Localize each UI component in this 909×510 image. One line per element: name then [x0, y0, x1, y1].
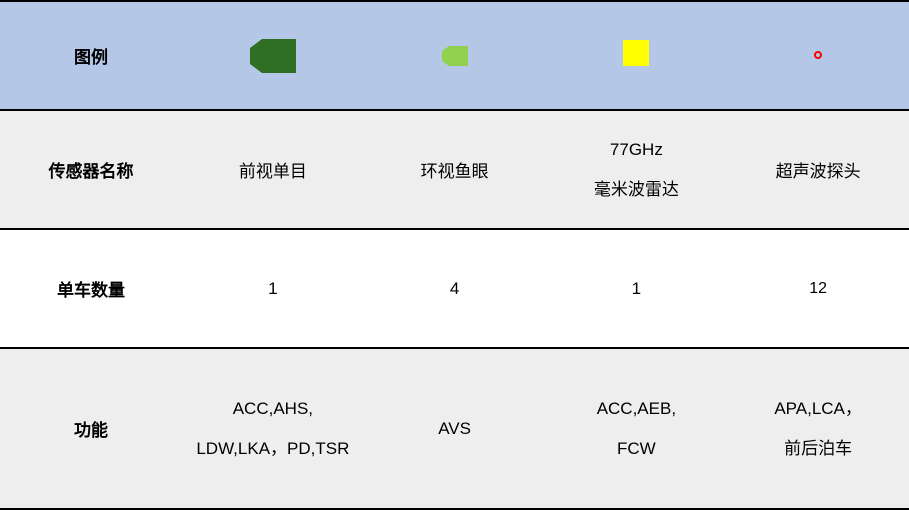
function-0-line0: ACC,AHS,: [233, 395, 313, 422]
sensor-name-2-line1: 毫米波雷达: [594, 176, 679, 203]
camera-icon: [442, 46, 468, 66]
function-2-line0: ACC,AEB,: [597, 395, 676, 422]
legend-icon-front-camera: [182, 39, 364, 73]
sensor-name-1: 环视鱼眼: [364, 157, 546, 182]
legend-icon-ultrasonic: [727, 47, 909, 65]
function-2-line1: FCW: [617, 435, 656, 462]
sensor-name-2: 77GHz 毫米波雷达: [546, 130, 728, 208]
row-quantity: 单车数量 1 4 1 12: [0, 230, 909, 349]
function-2: ACC,AEB, FCW: [546, 389, 728, 467]
function-3-line1: 前后泊车: [784, 435, 852, 462]
function-0: ACC,AHS, LDW,LKA，PD,TSR: [182, 389, 364, 467]
square-icon: [623, 40, 649, 71]
legend-icon-radar: [546, 40, 728, 71]
quantity-0: 1: [182, 279, 364, 299]
row-header-legend: 图例: [0, 43, 182, 68]
ring-icon: [813, 47, 823, 65]
row-sensor-name: 传感器名称 前视单目 环视鱼眼 77GHz 毫米波雷达 超声波探头: [0, 111, 909, 230]
function-3-line0: APA,LCA，: [774, 395, 862, 422]
row-header-sensor-name: 传感器名称: [0, 157, 182, 182]
function-3: APA,LCA， 前后泊车: [727, 389, 909, 467]
row-function: 功能 ACC,AHS, LDW,LKA，PD,TSR AVS ACC,AEB, …: [0, 349, 909, 510]
row-header-quantity: 单车数量: [0, 276, 182, 301]
sensor-name-2-line0: 77GHz: [610, 136, 663, 163]
legend-icon-surround-camera: [364, 46, 546, 66]
sensor-table: 图例: [0, 0, 909, 510]
sensor-name-0: 前视单目: [182, 157, 364, 182]
row-header-function: 功能: [0, 416, 182, 441]
function-1: AVS: [364, 419, 546, 439]
row-legend: 图例: [0, 0, 909, 111]
quantity-2: 1: [546, 279, 728, 299]
function-0-line1: LDW,LKA，PD,TSR: [196, 435, 349, 462]
camera-icon: [250, 39, 296, 73]
quantity-3: 12: [727, 280, 909, 298]
quantity-1: 4: [364, 279, 546, 299]
sensor-name-3: 超声波探头: [727, 157, 909, 182]
